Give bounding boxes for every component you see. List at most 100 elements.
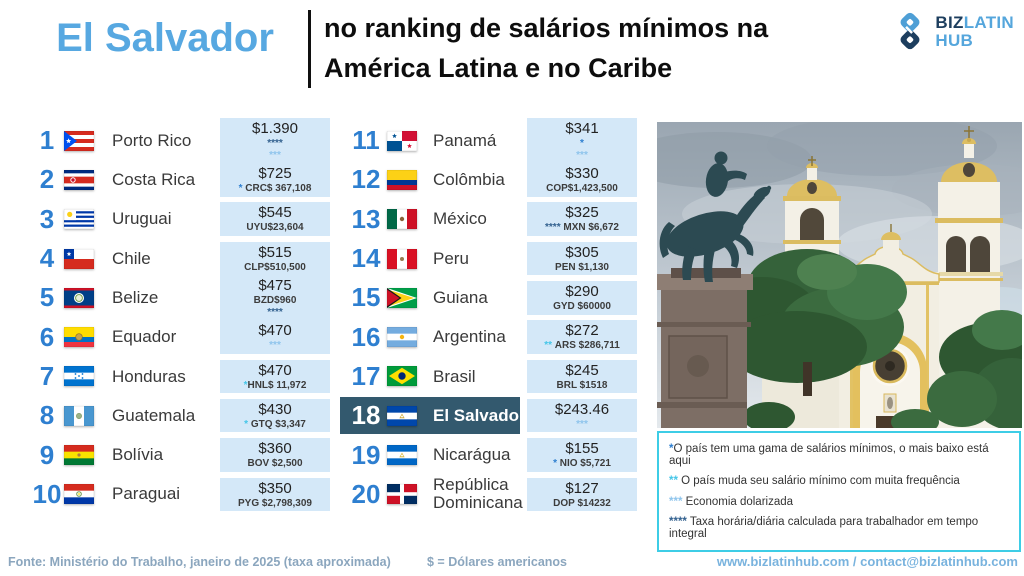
contact-link[interactable]: www.bizlatinhub.com / contact@bizlatinhu… bbox=[716, 554, 1018, 569]
flag-el-salvador bbox=[386, 405, 418, 427]
ranking-row-19: 19 Nicarágua $155 * NIO $5,721 bbox=[345, 435, 637, 474]
wage-value: $350 bbox=[258, 479, 292, 497]
flag-honduras bbox=[63, 366, 95, 387]
wage-value: $127 bbox=[565, 479, 599, 497]
ranking-row-7: 7 Honduras $470 *HNL$ 11,972 bbox=[30, 357, 330, 396]
rank-number: 8 bbox=[39, 400, 55, 431]
wage-detail: PEN $1,130 bbox=[555, 261, 609, 273]
value-box: $725 * CRC$ 367,108 bbox=[220, 163, 330, 197]
wage-value: $272 bbox=[565, 322, 599, 340]
flag-panama bbox=[386, 130, 418, 151]
flag-mexico bbox=[386, 208, 418, 230]
rank-number: 20 bbox=[351, 478, 381, 509]
flag-bolivia bbox=[63, 444, 95, 466]
header-divider bbox=[308, 10, 311, 88]
ranking-row-20: 20 República Dominicana $127 DOP $14232 bbox=[345, 475, 637, 514]
country-name: Belize bbox=[112, 287, 159, 307]
ranking-row-12: 12 Colômbia $330 COP$1,423,500 bbox=[345, 160, 637, 199]
country-name: Nicarágua bbox=[433, 445, 511, 465]
country-name: Peru bbox=[433, 248, 469, 268]
wage-detail: *HNL$ 11,972 bbox=[243, 379, 307, 391]
value-box: $245 BRL $1518 bbox=[527, 359, 637, 394]
main-title-line1: no ranking de salários mínimos na bbox=[324, 13, 769, 43]
wage-detail: BOV $2,500 bbox=[247, 458, 303, 470]
wage-value: $290 bbox=[565, 283, 599, 301]
ranking-row-1: 1 Porto Rico $1.390 **** *** bbox=[30, 118, 330, 164]
wage-value: $155 bbox=[565, 440, 599, 458]
flag-argentina bbox=[386, 326, 418, 348]
flag-belize bbox=[63, 287, 95, 309]
ranking-row-16: 16 Argentina $272 ** ARS $286,711 bbox=[345, 317, 637, 356]
value-box: $360 BOV $2,500 bbox=[220, 438, 330, 472]
country-name: Argentina bbox=[433, 327, 506, 347]
main-title: no ranking de salários mínimos na Améric… bbox=[324, 9, 768, 89]
country-name: Honduras bbox=[112, 366, 186, 386]
footnote: **** Taxa horária/diária calculada para … bbox=[669, 515, 979, 540]
country-name: Uruguai bbox=[112, 209, 172, 229]
rank-number: 10 bbox=[32, 478, 62, 509]
flag-paraguai bbox=[63, 484, 95, 505]
flag-porto-rico bbox=[63, 130, 95, 151]
wage-detail: GYD $60000 bbox=[553, 301, 611, 313]
ranking-row-11: 11 Panamá $341 * *** bbox=[345, 118, 637, 164]
value-box: $1.390 **** *** bbox=[220, 118, 330, 164]
rank-number: 12 bbox=[351, 164, 381, 195]
wage-detail: ** ARS $286,711 bbox=[544, 340, 620, 352]
logo-biz: BIZ bbox=[935, 13, 964, 32]
ranking-row-10: 10 Paraguai $350 PYG $2,798,309 bbox=[30, 475, 330, 514]
value-box: $515 CLP$510,500 bbox=[220, 241, 330, 276]
value-box: $545 UYU$23,604 bbox=[220, 202, 330, 236]
rank-number: 14 bbox=[351, 243, 381, 274]
rank-number: 4 bbox=[39, 243, 55, 274]
wage-detail: *** bbox=[576, 149, 588, 161]
rank-number: 19 bbox=[351, 439, 381, 470]
value-box: $155 * NIO $5,721 bbox=[527, 438, 637, 472]
flag-chile bbox=[63, 248, 95, 269]
currency-note: $ = Dólares americanos bbox=[427, 555, 568, 569]
country-name: Paraguai bbox=[112, 484, 181, 504]
wage-value: $330 bbox=[565, 165, 599, 183]
rank-number: 1 bbox=[39, 125, 55, 156]
wage-detail: **** bbox=[267, 306, 283, 318]
wage-detail: **** MXN $6,672 bbox=[545, 222, 619, 234]
value-box: $305 PEN $1,130 bbox=[527, 241, 637, 276]
wage-value: $515 bbox=[258, 243, 292, 261]
value-box: $475 BZD$960 **** bbox=[220, 275, 330, 321]
wage-detail: DOP $14232 bbox=[553, 497, 611, 509]
ranking-row-17: 17 Brasil $245 BRL $1518 bbox=[345, 357, 637, 396]
ranking-row-2: 2 Costa Rica $725 * CRC$ 367,108 bbox=[30, 160, 330, 199]
ranking-row-14: 14 Peru $305 PEN $1,130 bbox=[345, 239, 637, 278]
wage-value: $245 bbox=[565, 361, 599, 379]
wage-detail: *** bbox=[269, 149, 281, 161]
source-note: Fonte: Ministério do Trabalho, janeiro d… bbox=[8, 555, 391, 569]
value-box: $290 GYD $60000 bbox=[527, 281, 637, 315]
page-title: El Salvador bbox=[56, 16, 274, 60]
country-name: República Dominicana bbox=[433, 475, 523, 513]
wage-value: $725 bbox=[258, 165, 292, 183]
wage-detail: PYG $2,798,309 bbox=[238, 497, 312, 509]
flag-nicaragua bbox=[386, 444, 418, 466]
logo-text: BIZLATIN HUB bbox=[935, 13, 1014, 51]
wage-value: $475 bbox=[258, 277, 292, 295]
ranking-row-15: 15 Guiana $290 GYD $60000 bbox=[345, 278, 637, 317]
flag-brasil bbox=[386, 366, 418, 387]
wage-value: $545 bbox=[258, 204, 292, 222]
country-name: Brasil bbox=[433, 366, 476, 386]
rank-number: 7 bbox=[39, 360, 55, 391]
flag-republica-dominicana bbox=[386, 484, 418, 505]
ranking-row-9: 9 Bolívia $360 BOV $2,500 bbox=[30, 435, 330, 474]
wage-value: $1.390 bbox=[252, 120, 298, 138]
flag-peru bbox=[386, 248, 418, 269]
flag-colombia bbox=[386, 169, 418, 191]
ranking-row-13: 13 México $325 **** MXN $6,672 bbox=[345, 200, 637, 239]
country-name: Guiana bbox=[433, 287, 488, 307]
wage-value: $430 bbox=[258, 400, 292, 418]
value-box: $470 *HNL$ 11,972 bbox=[220, 359, 330, 394]
country-name: Bolívia bbox=[112, 445, 164, 465]
ranking-column-left: 1 Porto Rico $1.390 **** *** 2 Costa Rica $725 *… bbox=[30, 118, 330, 514]
logo-hub: HUB bbox=[935, 31, 974, 51]
wage-value: $243.46 bbox=[554, 400, 610, 418]
value-box: $341 * *** bbox=[527, 118, 637, 164]
wage-detail: * NIO $5,721 bbox=[553, 458, 611, 470]
